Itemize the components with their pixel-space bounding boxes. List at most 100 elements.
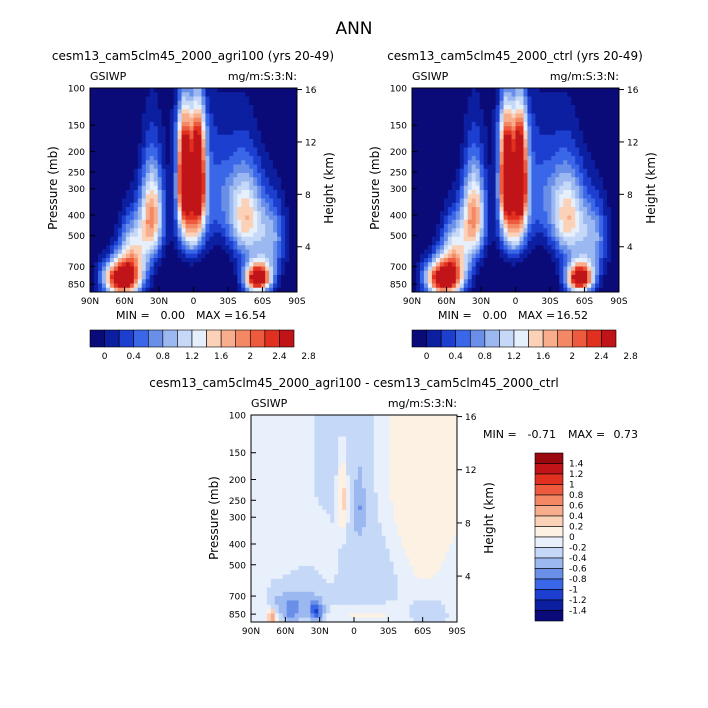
- heatmap-cell: [249, 232, 254, 238]
- heatmap-cell: [281, 198, 286, 204]
- heatmap-cell: [591, 173, 596, 178]
- heatmap-cell: [599, 181, 604, 187]
- heatmap-cell: [475, 219, 481, 225]
- heatmap-cell: [165, 283, 171, 289]
- heatmap-cell: [101, 279, 107, 284]
- heatmap-cell: [249, 245, 254, 250]
- heatmap-cell: [539, 241, 544, 246]
- heatmap-cell: [209, 168, 214, 174]
- heatmap-cell: [121, 122, 127, 127]
- heatmap-cell: [225, 113, 230, 119]
- heatmap-cell: [141, 134, 147, 140]
- heatmap-cell: [209, 232, 214, 238]
- heatmap-cell: [499, 122, 504, 127]
- heatmap-cell: [615, 275, 620, 280]
- heatmap-cell: [471, 266, 477, 272]
- heatmap-cell: [499, 88, 504, 93]
- heatmap-cell: [531, 253, 536, 259]
- heatmap-cell: [531, 270, 536, 276]
- heatmap-cell: [205, 262, 210, 267]
- heatmap-cell: [439, 241, 445, 246]
- heatmap-cell: [487, 147, 493, 153]
- heatmap-cell: [129, 253, 135, 259]
- heatmap-cell: [265, 151, 270, 157]
- heatmap-cell: [611, 181, 616, 187]
- heatmap-cell: [427, 160, 433, 165]
- heatmap-cell: [109, 173, 115, 178]
- heatmap-cell: [189, 232, 194, 238]
- heatmap-cell: [443, 219, 449, 225]
- heatmap-cell: [495, 151, 500, 157]
- heatmap-cell: [511, 283, 516, 289]
- heatmap-cell: [105, 181, 111, 187]
- heatmap-cell: [233, 270, 238, 276]
- heatmap-cell: [451, 147, 457, 153]
- heatmap-cell: [479, 92, 485, 97]
- heatmap-cell: [559, 185, 564, 191]
- heatmap-cell: [245, 245, 250, 250]
- heatmap-cell: [109, 177, 115, 182]
- heatmap-cell: [265, 219, 270, 225]
- heatmap-cell: [285, 190, 290, 195]
- heatmap-cell: [467, 228, 473, 233]
- heatmap-cell: [217, 266, 222, 272]
- heatmap-cell: [189, 173, 194, 178]
- heatmap-cell: [595, 245, 600, 250]
- heatmap-cell: [261, 117, 266, 123]
- heatmap-cell: [587, 143, 592, 148]
- heatmap-cell: [459, 266, 465, 272]
- heatmap-cell: [447, 92, 453, 97]
- heatmap-cell: [431, 219, 437, 225]
- heatmap-cell: [253, 215, 258, 221]
- heatmap-cell: [571, 202, 576, 208]
- heatmap-cell: [157, 177, 163, 182]
- heatmap-cell: [583, 160, 588, 165]
- heatmap-cell: [579, 241, 584, 246]
- heatmap-cell: [217, 88, 222, 93]
- heatmap-cell: [181, 88, 186, 93]
- heatmap-cell: [93, 253, 99, 259]
- heatmap-cell: [129, 241, 135, 246]
- heatmap-cell: [423, 156, 429, 161]
- heatmap-cell: [511, 96, 516, 102]
- heatmap-cell: [451, 207, 457, 212]
- heatmap-cell: [595, 126, 600, 131]
- heatmap-cell: [483, 266, 489, 272]
- heatmap-cell: [503, 126, 508, 131]
- heatmap-cell: [129, 139, 135, 144]
- heatmap-cell: [213, 266, 218, 272]
- heatmap-cell: [193, 194, 198, 199]
- heatmap-cell: [121, 160, 127, 165]
- heatmap-cell: [229, 156, 234, 161]
- heatmap-cell: [467, 241, 473, 246]
- heatmap-cell: [483, 279, 489, 284]
- heatmap-cell: [447, 211, 453, 216]
- heatmap-cell: [479, 270, 485, 276]
- heatmap-cell: [125, 126, 131, 131]
- heatmap-cell: [523, 224, 528, 229]
- heatmap-cell: [185, 147, 190, 153]
- heatmap-cell: [177, 245, 182, 250]
- heatmap-cell: [173, 181, 178, 187]
- heatmap-cell: [479, 249, 485, 255]
- heatmap-cell: [615, 122, 620, 127]
- colorbar-swatch: [249, 329, 266, 348]
- heatmap-cell: [535, 139, 540, 144]
- heatmap-cell: [293, 109, 298, 114]
- heatmap-cell: [567, 198, 572, 204]
- heatmap-cell: [229, 96, 234, 102]
- heatmap-cell: [97, 283, 103, 289]
- heatmap-cell: [269, 134, 274, 140]
- heatmap-cell: [249, 160, 254, 165]
- heatmap-cell: [157, 198, 163, 204]
- heatmap-cell: [205, 139, 210, 144]
- heatmap-cell: [189, 100, 194, 106]
- heatmap-cell: [447, 100, 453, 106]
- heatmap-cell: [463, 249, 469, 255]
- heatmap-cell: [133, 185, 139, 191]
- heatmap-cell: [197, 266, 202, 272]
- heatmap-cell: [527, 92, 532, 97]
- heatmap-cell: [101, 224, 107, 229]
- heatmap-cell: [193, 228, 198, 233]
- panel-agri100: cesm13_cam5clm45_2000_agri100 (yrs 20-49…: [46, 49, 336, 362]
